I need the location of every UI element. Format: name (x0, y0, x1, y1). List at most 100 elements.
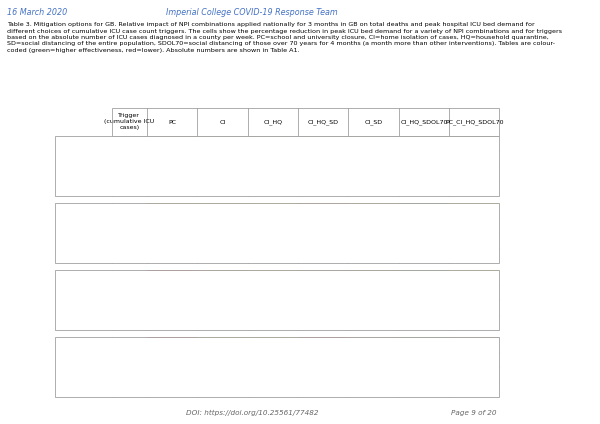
Text: 67%: 67% (415, 184, 433, 193)
Bar (349, 382, 399, 397)
Bar (399, 248, 449, 263)
Text: R₀=2.2: R₀=2.2 (70, 360, 96, 366)
Bar (449, 382, 499, 397)
Bar (399, 337, 449, 352)
Text: 39%: 39% (314, 169, 332, 178)
Text: 3000: 3000 (120, 320, 139, 326)
Text: 34%: 34% (264, 340, 282, 349)
Text: 49%: 49% (415, 340, 433, 349)
Bar (197, 181, 248, 196)
Text: 75%: 75% (465, 251, 484, 260)
Bar (298, 367, 349, 382)
Bar (147, 285, 197, 300)
Text: 1000: 1000 (120, 237, 139, 243)
Text: 33%: 33% (214, 169, 232, 178)
Text: 14%: 14% (163, 169, 181, 178)
Text: 49%: 49% (415, 355, 433, 364)
Text: CI_HQ_SD: CI_HQ_SD (308, 119, 338, 125)
Text: 32%: 32% (465, 318, 484, 327)
Bar (298, 315, 349, 330)
Text: 33%: 33% (214, 184, 232, 193)
Bar (112, 367, 147, 382)
Bar (147, 315, 197, 330)
Bar (112, 108, 499, 136)
Text: 48%: 48% (465, 206, 484, 215)
Text: Trigger
(cumulative ICU
cases): Trigger (cumulative ICU cases) (104, 114, 154, 131)
Text: 15%: 15% (314, 303, 332, 312)
Text: 33%: 33% (314, 139, 332, 148)
Bar (112, 181, 147, 196)
Text: 25%: 25% (314, 206, 332, 215)
Text: Peak beds: Peak beds (65, 234, 101, 240)
Bar (248, 285, 298, 300)
Text: 17%: 17% (214, 318, 232, 327)
Text: 67%: 67% (415, 169, 433, 178)
Text: 77%: 77% (465, 169, 484, 178)
Text: 100: 100 (122, 341, 136, 348)
Text: Imperial College COVID-19 Response Team: Imperial College COVID-19 Response Team (166, 8, 338, 17)
Bar (112, 218, 147, 233)
Bar (55, 270, 499, 330)
Bar (399, 367, 449, 382)
Text: 21%: 21% (214, 370, 232, 379)
Text: 69%: 69% (415, 236, 433, 245)
Text: 17%: 17% (214, 288, 232, 297)
Text: 33%: 33% (214, 154, 232, 163)
Text: 16 March 2020: 16 March 2020 (7, 8, 67, 17)
Text: 50%: 50% (415, 303, 433, 312)
Bar (349, 270, 399, 285)
Text: 34%: 34% (264, 355, 282, 364)
Bar (399, 166, 449, 181)
Text: 69%: 69% (415, 221, 433, 230)
Text: 57%: 57% (264, 251, 282, 260)
Bar (248, 136, 298, 151)
Text: 300: 300 (122, 290, 136, 296)
Text: 53%: 53% (264, 184, 282, 193)
Text: 300: 300 (122, 156, 136, 162)
Text: 35%: 35% (214, 221, 232, 230)
Bar (112, 285, 147, 300)
Text: 68%: 68% (364, 251, 383, 260)
Text: 3%: 3% (166, 355, 179, 364)
Text: 300: 300 (122, 223, 136, 229)
Bar (449, 181, 499, 196)
Bar (399, 285, 449, 300)
Bar (349, 181, 399, 196)
Text: 17%: 17% (364, 355, 383, 364)
Bar (399, 233, 449, 248)
Bar (147, 233, 197, 248)
Text: 19%: 19% (314, 318, 332, 327)
Text: CI_HQ_SDOL70: CI_HQ_SDOL70 (400, 119, 448, 125)
Bar (449, 136, 499, 151)
Text: 49%: 49% (415, 273, 433, 282)
Text: 53%: 53% (264, 169, 282, 178)
Bar (298, 382, 349, 397)
Text: 22%: 22% (163, 221, 181, 230)
Bar (449, 352, 499, 367)
Bar (147, 300, 197, 315)
Bar (298, 248, 349, 263)
Bar (147, 382, 197, 397)
Bar (248, 337, 298, 352)
Text: 34%: 34% (314, 154, 332, 163)
Bar (248, 233, 298, 248)
Text: 43%: 43% (364, 221, 383, 230)
Bar (298, 151, 349, 166)
Text: 34%: 34% (314, 236, 332, 245)
Text: 2%: 2% (166, 303, 179, 312)
Text: 47%: 47% (314, 251, 332, 260)
Bar (349, 285, 399, 300)
Text: 1000: 1000 (120, 371, 139, 377)
Text: 20%: 20% (364, 273, 383, 282)
Bar (197, 203, 248, 218)
Text: 11%: 11% (314, 370, 332, 379)
Text: based on the absolute number of ICU cases diagnosed in a county per week. PC=sch: based on the absolute number of ICU case… (7, 35, 548, 40)
Text: 54%: 54% (465, 221, 483, 230)
Text: 69%: 69% (415, 206, 433, 215)
Text: SD=social distancing of the entire population, SDOL70=social distancing of those: SD=social distancing of the entire popul… (7, 42, 555, 47)
Bar (112, 337, 147, 352)
Text: 23%: 23% (163, 206, 181, 215)
Bar (147, 352, 197, 367)
Bar (349, 151, 399, 166)
Text: 21%: 21% (214, 355, 232, 364)
